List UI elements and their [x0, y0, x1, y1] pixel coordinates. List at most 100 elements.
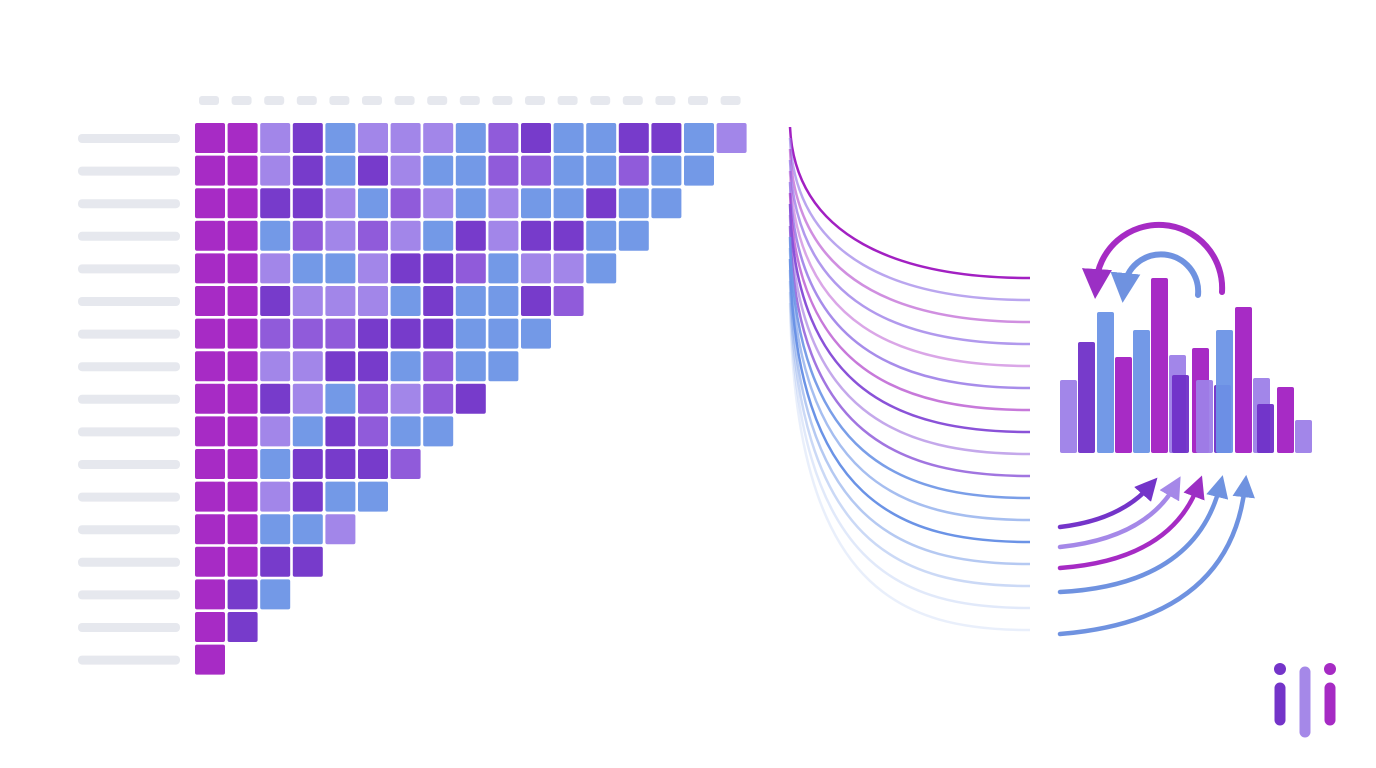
matrix-cell: [390, 188, 421, 219]
rising-arrow: [1057, 476, 1181, 550]
bar: [1295, 420, 1312, 453]
matrix-cell: [423, 188, 454, 219]
matrix-cell: [521, 188, 551, 219]
matrix-cell: [390, 351, 421, 382]
matrix-cell: [553, 220, 584, 251]
matrix-cell: [423, 220, 454, 251]
column-placeholder: [329, 96, 350, 105]
matrix-cell: [358, 416, 388, 447]
rising-arrow: [1057, 475, 1229, 595]
matrix-cell: [292, 481, 323, 512]
column-placeholder: [590, 96, 611, 105]
matrix-cell: [195, 351, 225, 382]
matrix-cell: [195, 286, 225, 316]
matrix-cell: [358, 220, 388, 251]
row-placeholder: [78, 362, 180, 372]
matrix-cell: [227, 449, 258, 479]
flow-arc: [788, 225, 1031, 478]
matrix-cell: [488, 155, 519, 186]
matrix-cell: [488, 188, 519, 219]
matrix-cell: [227, 351, 258, 382]
matrix-cell: [586, 123, 617, 153]
flow-arc: [788, 302, 1031, 632]
matrix-cell: [195, 123, 225, 153]
flow-arc: [788, 214, 1031, 456]
row-placeholder: [78, 264, 180, 274]
matrix-cell: [227, 481, 258, 512]
matrix-cell: [521, 220, 551, 251]
bar: [1133, 330, 1150, 453]
rising-arrow: [1057, 474, 1255, 637]
matrix-cell: [260, 481, 291, 512]
matrix-cell: [423, 351, 454, 382]
matrix-cell: [195, 188, 225, 219]
row-placeholder: [78, 297, 180, 306]
bar: [1115, 357, 1132, 453]
matrix-cell: [325, 188, 356, 219]
matrix-cell: [325, 123, 356, 153]
flow-arc: [788, 236, 1031, 500]
rising-arrow: [1057, 475, 1205, 571]
matrix-cell: [227, 383, 258, 414]
flow-arc: [788, 280, 1031, 588]
matrix-cell: [195, 514, 225, 545]
matrix-cell: [586, 253, 617, 284]
matrix-cell: [260, 188, 291, 219]
column-placeholder: [525, 96, 545, 105]
row-placeholder: [78, 525, 180, 535]
matrix-cell: [195, 579, 225, 610]
rising-arrows: [1057, 474, 1255, 637]
row-placeholder: [78, 329, 180, 339]
cycle-arrow: [1082, 221, 1226, 299]
matrix-cell: [292, 416, 323, 447]
matrix-cell: [423, 286, 454, 316]
column-placeholder: [720, 96, 741, 105]
matrix-cell: [260, 416, 291, 447]
matrix-cell: [390, 220, 421, 251]
triangle-matrix: [78, 96, 747, 675]
flow-arc: [788, 269, 1031, 566]
matrix-cell: [260, 318, 291, 349]
matrix-cell: [488, 220, 519, 251]
matrix-cell: [488, 123, 519, 153]
matrix-cell: [227, 155, 258, 186]
flow-arc: [788, 291, 1031, 610]
matrix-cell: [358, 123, 388, 153]
column-placeholder: [394, 96, 415, 105]
flow-arcs: [788, 126, 1031, 632]
matrix-cell: [325, 220, 356, 251]
bar-cluster: [1060, 278, 1312, 453]
matrix-cell: [390, 155, 421, 186]
matrix-cell: [260, 579, 291, 610]
matrix-cell: [195, 449, 225, 479]
flow-arc: [788, 159, 1031, 346]
matrix-cell: [292, 514, 323, 545]
matrix-cell: [684, 123, 714, 153]
matrix-cell: [455, 286, 486, 316]
matrix-cell: [358, 318, 388, 349]
logo: [1274, 663, 1336, 738]
matrix-cell: [292, 286, 323, 316]
matrix-cell: [553, 123, 584, 153]
matrix-cell: [553, 286, 584, 316]
flow-arc: [788, 181, 1031, 390]
matrix-cell: [260, 383, 291, 414]
bar: [1060, 380, 1077, 453]
bar: [1235, 307, 1252, 453]
matrix-cell: [292, 188, 323, 219]
matrix-cell: [195, 546, 225, 577]
matrix-cell: [586, 220, 617, 251]
logo-dot: [1274, 663, 1286, 675]
matrix-cell: [325, 318, 356, 349]
matrix-cell: [358, 481, 388, 512]
matrix-cell: [292, 383, 323, 414]
matrix-cell: [618, 123, 649, 153]
matrix-cell: [358, 383, 388, 414]
matrix-cell: [195, 383, 225, 414]
matrix-cell: [455, 220, 486, 251]
matrix-cell: [390, 449, 421, 479]
matrix-cell: [325, 253, 356, 284]
matrix-cell: [358, 351, 388, 382]
matrix-cell: [260, 286, 291, 316]
